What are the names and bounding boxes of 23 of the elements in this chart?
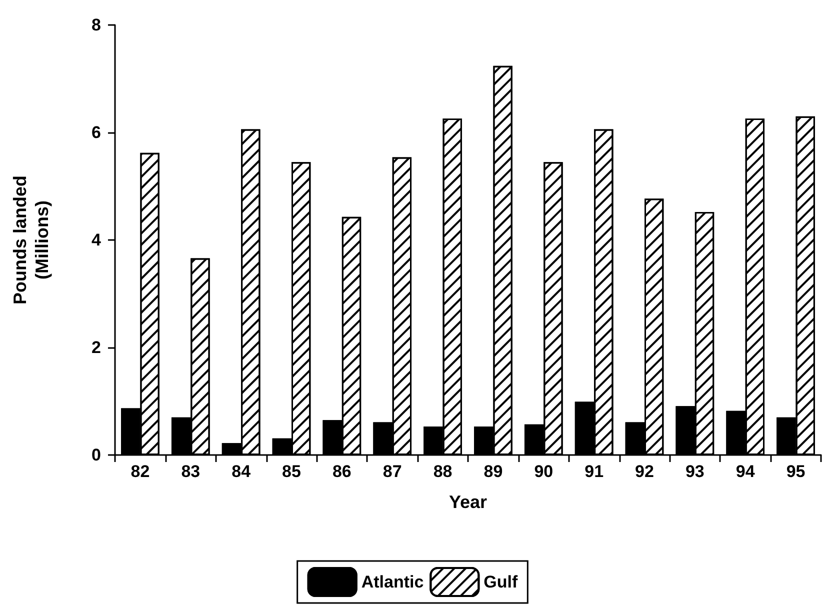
- x-tick-label: 91: [584, 462, 604, 481]
- x-tick-label: 93: [685, 462, 704, 481]
- y-tick-label: 6: [92, 123, 101, 142]
- x-tick-label: 82: [130, 462, 150, 481]
- x-tick-label: 87: [382, 462, 402, 481]
- x-tick-label: 94: [736, 462, 756, 481]
- y-tick-label: 0: [92, 446, 101, 464]
- legend-label: Atlantic: [361, 572, 424, 592]
- x-axis-title: Year: [448, 492, 488, 512]
- y-tick-label: 4: [92, 230, 102, 250]
- x-tick-label: 89: [484, 462, 503, 481]
- y-tick-label: 8: [92, 16, 101, 34]
- x-tick-label: 95: [786, 462, 806, 481]
- x-tick-label: 83: [181, 462, 200, 481]
- x-tick-label: 86: [332, 462, 352, 481]
- x-tick-label: 90: [534, 462, 554, 481]
- x-tick-label: 85: [282, 462, 301, 481]
- x-tick-label: 92: [635, 462, 654, 481]
- x-tick-label: 84: [232, 462, 252, 481]
- y-tick-label: 2: [92, 338, 101, 357]
- x-tick-label: 88: [433, 462, 452, 481]
- legend-label: Gulf: [484, 572, 518, 592]
- y-axis-title: Pounds landed (Millions): [10, 175, 52, 305]
